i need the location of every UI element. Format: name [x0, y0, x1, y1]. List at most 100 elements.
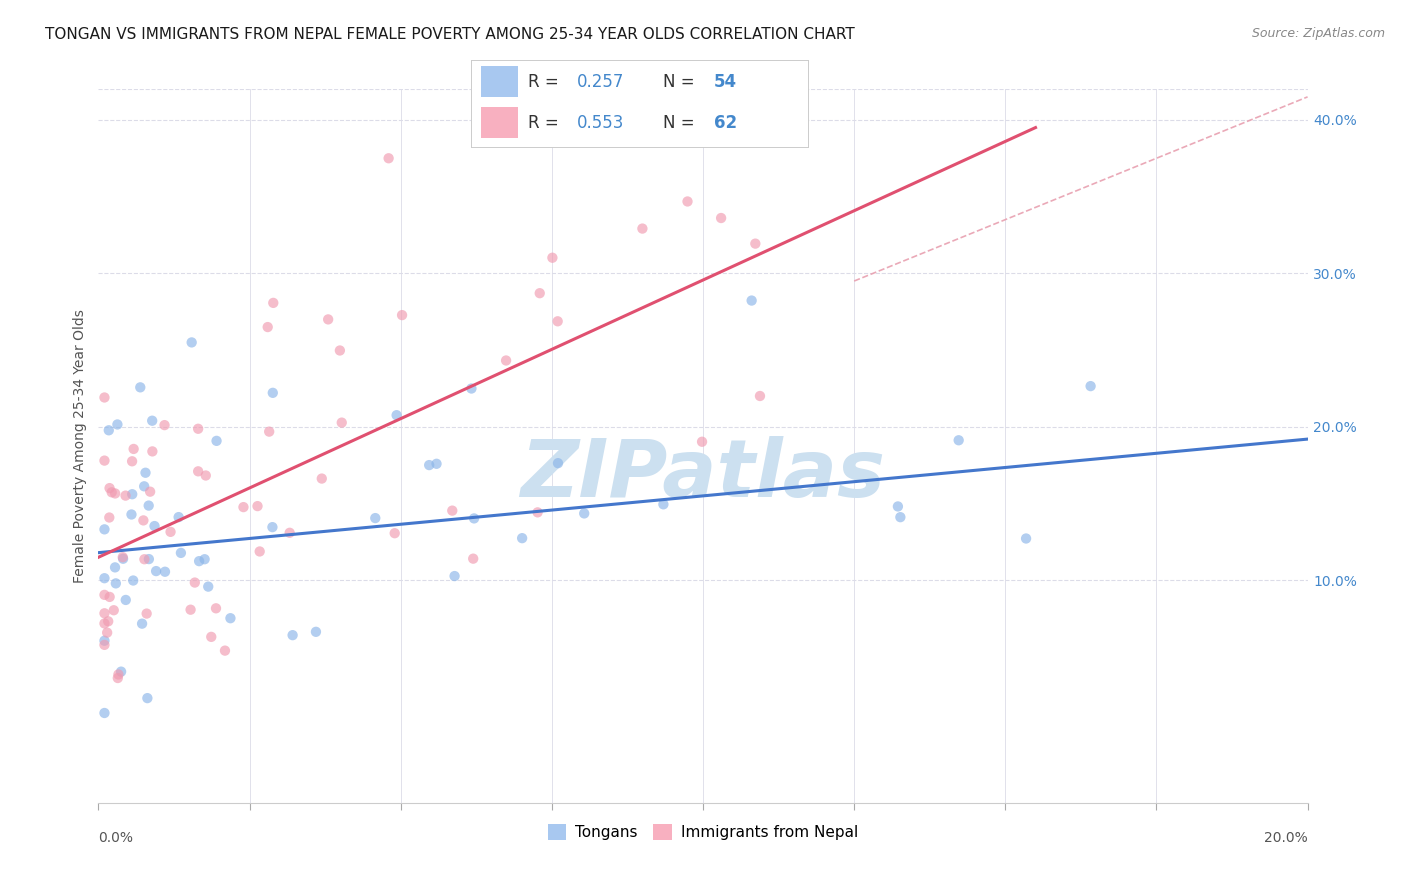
Point	[96, 625, 118, 640]
Point	[187, 422, 209, 436]
Point	[134, 479, 156, 493]
Point	[246, 499, 269, 513]
Point	[122, 442, 145, 456]
Point	[139, 484, 162, 499]
Point	[330, 416, 353, 430]
Text: ZIPatlas: ZIPatlas	[520, 435, 886, 514]
Point	[281, 628, 304, 642]
Point	[104, 576, 127, 591]
Text: R =: R =	[529, 72, 564, 91]
Point	[153, 418, 176, 433]
Point	[316, 312, 339, 326]
Point	[188, 554, 211, 568]
Text: R =: R =	[529, 113, 564, 132]
Point	[377, 151, 399, 165]
Point	[741, 293, 763, 308]
Point	[391, 308, 413, 322]
Point	[463, 551, 485, 566]
Point	[159, 524, 181, 539]
Point	[93, 571, 115, 585]
Point	[256, 320, 278, 334]
Point	[418, 458, 440, 472]
Point	[187, 464, 209, 478]
Point	[143, 519, 166, 533]
Point	[425, 457, 447, 471]
Point	[104, 560, 127, 574]
Point	[574, 507, 596, 521]
Point	[257, 425, 280, 439]
Point	[134, 466, 156, 480]
FancyBboxPatch shape	[481, 66, 519, 97]
Point	[749, 389, 772, 403]
Point	[710, 211, 733, 225]
Text: 0.553: 0.553	[578, 113, 624, 132]
Point	[443, 569, 465, 583]
Point	[170, 546, 193, 560]
Point	[138, 499, 160, 513]
Point	[110, 665, 132, 679]
Point	[93, 453, 115, 467]
Point	[141, 414, 163, 428]
Point	[463, 511, 485, 525]
Point	[889, 510, 911, 524]
Point	[167, 510, 190, 524]
Point	[184, 575, 207, 590]
Point	[93, 633, 115, 648]
Point	[121, 454, 143, 468]
Text: 20.0%: 20.0%	[1264, 831, 1308, 845]
Point	[547, 314, 569, 328]
Point	[631, 221, 654, 235]
Point	[104, 486, 127, 500]
Point	[205, 434, 228, 448]
Point	[652, 497, 675, 511]
Point	[135, 607, 157, 621]
Point	[262, 385, 284, 400]
Point	[278, 525, 301, 540]
Point	[311, 472, 333, 486]
Point	[1015, 532, 1038, 546]
Point	[547, 456, 569, 470]
Point	[744, 236, 766, 251]
Point	[329, 343, 352, 358]
Point	[364, 511, 387, 525]
Point	[385, 408, 408, 422]
Point	[529, 286, 551, 301]
Point	[98, 481, 121, 495]
Point	[93, 588, 115, 602]
Text: N =: N =	[664, 72, 700, 91]
Point	[131, 616, 153, 631]
Point	[441, 503, 464, 517]
Point	[205, 601, 228, 615]
Point	[107, 671, 129, 685]
Point	[153, 565, 176, 579]
Legend: Tongans, Immigrants from Nepal: Tongans, Immigrants from Nepal	[541, 818, 865, 847]
Point	[93, 638, 115, 652]
Point	[138, 552, 160, 566]
Point	[495, 353, 517, 368]
Point	[98, 510, 121, 524]
Point	[460, 382, 482, 396]
Text: 0.0%: 0.0%	[98, 831, 134, 845]
Point	[97, 423, 120, 437]
Point	[180, 603, 202, 617]
Point	[262, 296, 284, 310]
Point	[232, 500, 254, 515]
Point	[1080, 379, 1102, 393]
Point	[510, 531, 533, 545]
Point	[690, 434, 713, 449]
Point	[107, 667, 129, 681]
Point	[107, 417, 129, 432]
Text: 62: 62	[714, 113, 737, 132]
Point	[194, 468, 217, 483]
Point	[305, 624, 328, 639]
Point	[214, 643, 236, 657]
Point	[194, 552, 217, 566]
Point	[262, 520, 284, 534]
Text: 0.257: 0.257	[578, 72, 624, 91]
Text: Source: ZipAtlas.com: Source: ZipAtlas.com	[1251, 27, 1385, 40]
Point	[121, 508, 143, 522]
Y-axis label: Female Poverty Among 25-34 Year Olds: Female Poverty Among 25-34 Year Olds	[73, 309, 87, 583]
Point	[93, 706, 115, 720]
Point	[97, 615, 120, 629]
Point	[249, 544, 271, 558]
